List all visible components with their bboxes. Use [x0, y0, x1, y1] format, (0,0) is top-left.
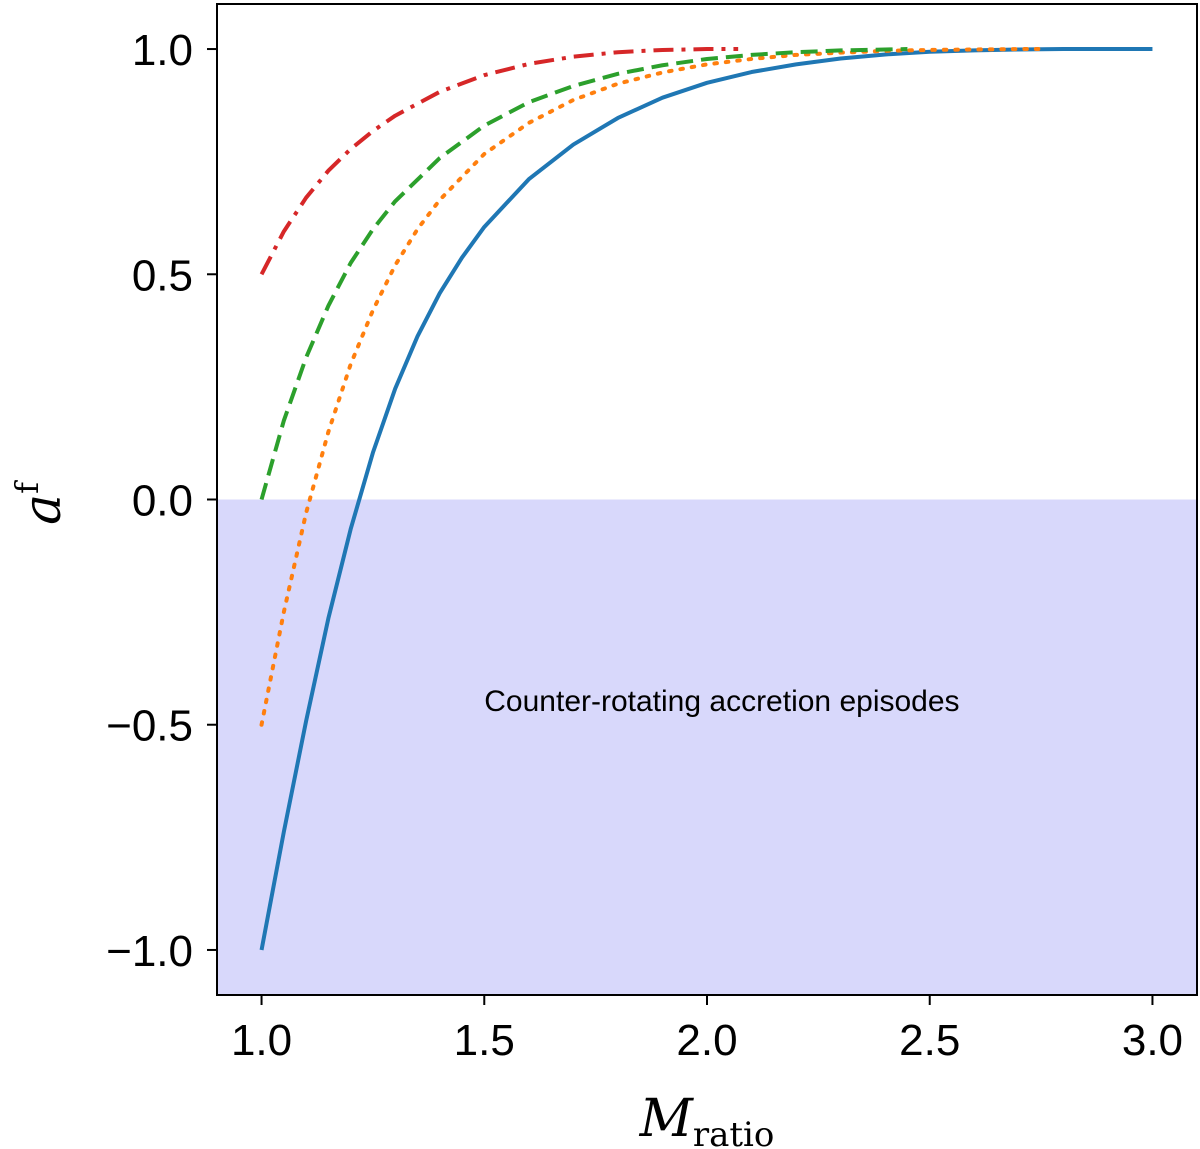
x-tick-label: 1.0: [231, 1016, 292, 1065]
ticks-layer: 1.0 1.5 2.0 2.5 3.0 1.0 0.5 0.0 −0.5 −1.0: [106, 26, 1183, 1065]
plot-area: [217, 499, 1197, 995]
y-axis-label-main: a: [13, 494, 73, 525]
x-tick-label: 2.0: [676, 1016, 737, 1065]
y-tick-label: 0.5: [132, 251, 193, 300]
y-tick-label: −1.0: [106, 927, 193, 976]
series-layer: [259, 47, 1153, 951]
shaded-region-counter-rotating: [217, 499, 1197, 995]
series-line-dotted: [259, 47, 1044, 727]
y-tick-label: 0.0: [132, 477, 193, 526]
x-axis-label-sub: ratio: [693, 1115, 775, 1149]
x-tick-label: 3.0: [1122, 1016, 1183, 1065]
y-axis-label: af: [8, 480, 73, 525]
x-axis-label-main: M: [639, 1089, 695, 1149]
y-tick-label: 1.0: [132, 26, 193, 75]
x-tick-label: 1.5: [454, 1016, 515, 1065]
svg-text:af: af: [8, 480, 73, 525]
x-axis-label: Mratio: [639, 1089, 775, 1149]
y-tick-label: −0.5: [106, 702, 193, 751]
shaded-region-annotation: Counter-rotating accretion episodes: [484, 685, 959, 718]
y-axis-label-sup: f: [8, 480, 46, 494]
series-line-dashed: [259, 47, 908, 501]
x-tick-label: 2.5: [899, 1016, 960, 1065]
